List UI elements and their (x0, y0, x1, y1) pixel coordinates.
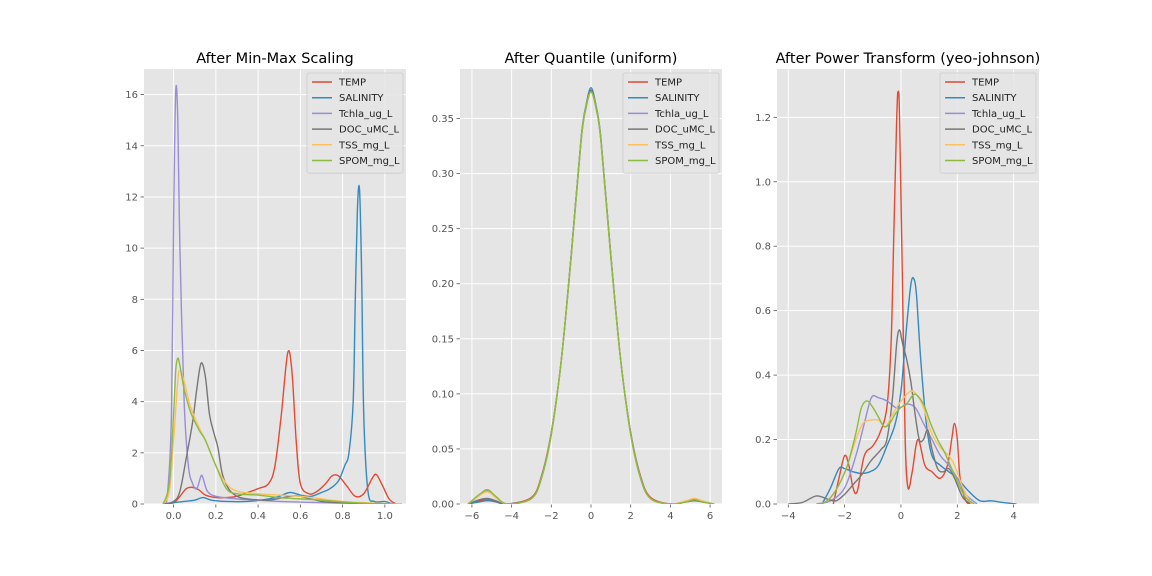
x-tick-label: 6 (707, 511, 713, 522)
legend-entry: TSS_mg_L (971, 140, 1023, 151)
chart-title: After Min-Max Scaling (196, 51, 354, 67)
y-tick-label: 0 (132, 500, 138, 511)
legend-entry: TSS_mg_L (654, 140, 706, 151)
x-tick-label: 2 (628, 511, 634, 522)
series-line-temp (832, 90, 972, 504)
y-tick-label: 0.8 (755, 242, 771, 253)
legend-entry: DOC_uMC_L (339, 125, 400, 136)
legend-entry: TEMP (338, 78, 366, 89)
series-line-salinity (162, 184, 396, 504)
legend-entry: SALINITY (339, 93, 384, 104)
y-tick-label: 0.6 (755, 306, 771, 317)
series-line-doc-umc-l (788, 329, 972, 504)
x-tick-label: 4 (667, 511, 673, 522)
y-tick-label: 1.2 (755, 113, 771, 124)
y-tick-label: 8 (132, 295, 138, 306)
x-tick-label: 0 (898, 511, 904, 522)
y-tick-label: 0.35 (432, 114, 454, 125)
x-tick-label: −4 (504, 511, 519, 522)
legend-entry: TEMP (971, 78, 999, 89)
chart-title: After Power Transform (yeo-johnson) (776, 51, 1041, 67)
x-tick-label: 0.8 (335, 511, 351, 522)
series-line-spom-mg-l (162, 357, 396, 504)
y-tick-label: 0.05 (432, 444, 454, 455)
series-line-temp (162, 350, 402, 504)
legend: TEMP SALINITY Tchla_ug_L DOC_uMC_L TSS_mg_L S… (939, 72, 1037, 174)
y-tick-label: 0.2 (755, 435, 771, 446)
chart-panel-3: −4 −2 0 2 4 0.0 0.2 0.4 0.6 0.8 1.0 1.2 After Power … (755, 51, 1040, 522)
chart-panel-2: −6 −4 −2 0 2 4 6 0.00 0.05 0.10 0.15 0.20 0.25 0.30 0.… (432, 51, 722, 522)
y-tick-label: 1.0 (755, 177, 771, 188)
x-tick-label: −6 (465, 511, 480, 522)
chart-title: After Quantile (uniform) (505, 51, 678, 67)
series-group (788, 90, 1017, 504)
y-tick-label: 14 (125, 141, 138, 152)
legend-entry: Tchla_ug_L (971, 109, 1026, 120)
x-tick-label: 0.0 (166, 511, 182, 522)
legend-entry: Tchla_ug_L (338, 109, 393, 120)
legend-entry: TEMP (654, 78, 682, 89)
legend: TEMP SALINITY Tchla_ug_L DOC_uMC_L TSS_mg_L S… (622, 72, 720, 174)
legend-entry: DOC_uMC_L (655, 125, 716, 136)
series-line-salinity (821, 276, 1017, 504)
x-tick-label: 4 (1010, 511, 1016, 522)
x-tick-label: 1.0 (377, 511, 393, 522)
series-group (162, 84, 402, 504)
x-tick-label: 0.4 (250, 511, 266, 522)
x-tick-label: 0.2 (208, 511, 224, 522)
legend-entry: SALINITY (972, 93, 1017, 104)
y-tick-label: 6 (132, 346, 138, 357)
x-tick-label: 0 (588, 511, 594, 522)
y-tick-label: 10 (125, 244, 138, 255)
y-tick-label: 4 (132, 397, 138, 408)
y-tick-label: 16 (125, 90, 138, 101)
legend-entry: Tchla_ug_L (654, 109, 709, 120)
x-tick-label: 0.6 (292, 511, 308, 522)
y-tick-label: 0.00 (432, 500, 454, 511)
legend-entry: TSS_mg_L (338, 140, 390, 151)
legend: TEMP SALINITY Tchla_ug_L DOC_uMC_L TSS_mg_L S… (306, 72, 404, 174)
y-tick-label: 0.4 (755, 371, 771, 382)
y-tick-label: 0.25 (432, 224, 454, 235)
x-tick-label: −2 (837, 511, 852, 522)
y-tick-label: 0.0 (755, 500, 771, 511)
x-tick-label: 2 (954, 511, 960, 522)
y-tick-label: 0.20 (432, 279, 454, 290)
legend-entry: SPOM_mg_L (339, 156, 400, 167)
x-tick-label: −4 (781, 511, 796, 522)
y-tick-label: 0.15 (432, 334, 454, 345)
legend-entry: SPOM_mg_L (655, 156, 716, 167)
chart-panel-1: 0.0 0.2 0.4 0.6 0.8 1.0 0 2 4 6 8 10 12 14 16 After Min… (125, 51, 406, 522)
series-group (467, 87, 715, 504)
y-tick-label: 2 (132, 448, 138, 459)
legend-entry: SPOM_mg_L (972, 156, 1033, 167)
series-line-spom-mg-l (467, 91, 715, 504)
y-tick-label: 0.10 (432, 389, 454, 400)
legend-entry: DOC_uMC_L (972, 125, 1033, 136)
y-tick-label: 12 (125, 192, 138, 203)
y-tick-label: 0.30 (432, 169, 454, 180)
x-tick-label: −2 (544, 511, 559, 522)
legend-entry: SALINITY (655, 93, 700, 104)
series-line-spom-mg-l (821, 393, 975, 504)
